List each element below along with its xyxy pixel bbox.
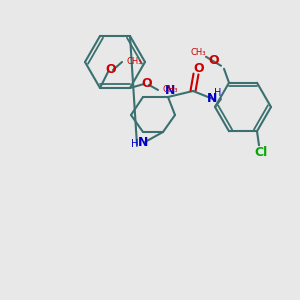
Text: H: H	[214, 88, 222, 98]
Text: H: H	[131, 139, 139, 149]
Text: Cl: Cl	[254, 146, 268, 159]
Text: O: O	[194, 62, 204, 76]
Text: CH₃: CH₃	[126, 58, 142, 67]
Text: O: O	[142, 77, 152, 91]
Text: O: O	[106, 64, 116, 76]
Text: N: N	[207, 92, 217, 104]
Text: O: O	[209, 54, 219, 67]
Text: N: N	[138, 136, 148, 149]
Text: N: N	[165, 85, 175, 98]
Text: CH₃: CH₃	[190, 48, 206, 57]
Text: CH₃: CH₃	[162, 85, 178, 94]
